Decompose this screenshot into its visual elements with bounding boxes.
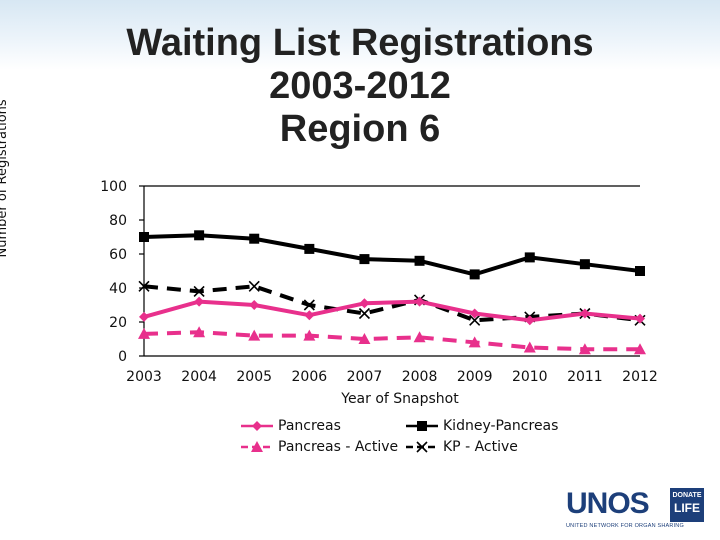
badge-bottom-text: LIFE	[674, 501, 700, 515]
y-tick-label: 40	[109, 281, 127, 297]
legend-marker	[416, 441, 428, 453]
legend-label: Pancreas	[278, 418, 341, 434]
data-point-pancreas	[579, 308, 590, 319]
data-point-kidney-pancreas	[469, 269, 480, 280]
data-point-pancreas-active	[248, 329, 261, 341]
x-tick-label: 2003	[126, 369, 162, 385]
unos-logo: UNOS DONATE LIFE UNITED NETWORK FOR ORGA…	[566, 486, 710, 532]
x-tick-label: 2005	[236, 369, 272, 385]
data-point-pancreas-active	[523, 341, 536, 353]
data-point-kidney-pancreas	[414, 255, 425, 266]
legend-swatch	[406, 421, 438, 431]
legend-item-kp-active: KP - Active	[405, 439, 518, 455]
x-tick-label: 2009	[457, 369, 493, 385]
data-point-kidney-pancreas	[524, 252, 535, 263]
data-point-pancreas	[304, 310, 315, 321]
legend-label: Pancreas - Active	[278, 439, 399, 455]
data-point-pancreas-active	[468, 336, 481, 348]
title-line-1: Waiting List Registrations	[126, 22, 594, 64]
title-line-2: 2003-2012	[269, 65, 451, 107]
data-point-kidney-pancreas	[579, 259, 590, 270]
data-point-pancreas-active	[193, 326, 206, 338]
legend-swatch	[406, 441, 438, 453]
data-point-kidney-pancreas	[359, 254, 370, 265]
x-tick-label: 2012	[622, 369, 658, 385]
data-point-pancreas	[194, 296, 205, 307]
legend-marker	[417, 421, 427, 431]
data-point-pancreas	[635, 313, 645, 324]
legend-swatch	[241, 421, 273, 431]
legend-swatch	[241, 441, 273, 452]
legend-label: Kidney-Pancreas	[443, 418, 559, 434]
data-point-pancreas-active	[413, 331, 426, 343]
data-point-pancreas	[359, 298, 370, 309]
data-point-pancreas	[524, 315, 535, 326]
logo-text: UNOS	[566, 487, 650, 520]
legend-marker	[251, 441, 263, 452]
data-point-kidney-pancreas	[304, 243, 315, 254]
data-point-pancreas	[249, 300, 260, 310]
x-axis-title: Year of Snapshot	[340, 391, 459, 407]
y-tick-label: 100	[100, 179, 127, 195]
data-point-pancreas-active	[303, 329, 316, 341]
data-point-kidney-pancreas	[249, 233, 260, 244]
y-tick-label: 80	[109, 213, 127, 229]
x-tick-label: 2007	[347, 369, 383, 385]
data-point-kp-active	[248, 280, 260, 292]
data-point-pancreas-active	[138, 327, 150, 339]
y-axis-title: Number of Registrations	[0, 99, 10, 258]
title-line-3: Region 6	[279, 108, 441, 150]
data-point-kp-active	[138, 280, 150, 292]
data-point-kp-active	[469, 314, 481, 326]
data-point-pancreas	[469, 308, 480, 319]
legend-item-pancreas-active: Pancreas - Active	[240, 439, 398, 455]
y-tick-label: 60	[109, 247, 127, 263]
data-point-kidney-pancreas	[139, 232, 149, 242]
data-point-kp-active	[303, 299, 315, 311]
data-point-kp-active	[193, 285, 205, 297]
legend-label: KP - Active	[443, 439, 518, 455]
data-point-pancreas-active	[578, 343, 591, 355]
x-tick-label: 2010	[512, 369, 548, 385]
data-point-pancreas-active	[358, 333, 371, 344]
x-tick-label: 2011	[567, 369, 603, 385]
logo-subtitle: UNITED NETWORK FOR ORGAN SHARING	[566, 523, 684, 529]
legend-item-pancreas: Pancreas	[240, 418, 341, 434]
header-band	[0, 0, 720, 70]
legend-item-kidney-pancreas: Kidney-Pancreas	[405, 418, 558, 434]
x-tick-label: 2004	[181, 369, 217, 385]
data-point-pancreas	[414, 296, 425, 307]
data-point-kp-active	[358, 307, 371, 320]
donate-life-badge: DONATE LIFE	[670, 488, 704, 522]
y-tick-label: 20	[109, 315, 127, 331]
data-point-pancreas-active	[634, 343, 646, 355]
chart-title: Waiting List Registrations 2003-2012 Reg…	[0, 22, 720, 151]
data-point-kidney-pancreas	[635, 266, 645, 276]
series-line-kidney-pancreas	[143, 233, 641, 277]
x-tick-label: 2006	[292, 369, 328, 385]
badge-top-text: DONATE	[672, 492, 702, 499]
x-tick-label: 2008	[402, 369, 438, 385]
series-line-pancreas	[143, 299, 641, 323]
data-point-kidney-pancreas	[194, 230, 205, 241]
series-line-pancreas-active	[143, 330, 640, 352]
data-point-pancreas	[139, 311, 149, 322]
y-tick-label: 0	[118, 349, 127, 365]
legend-marker	[252, 421, 262, 431]
